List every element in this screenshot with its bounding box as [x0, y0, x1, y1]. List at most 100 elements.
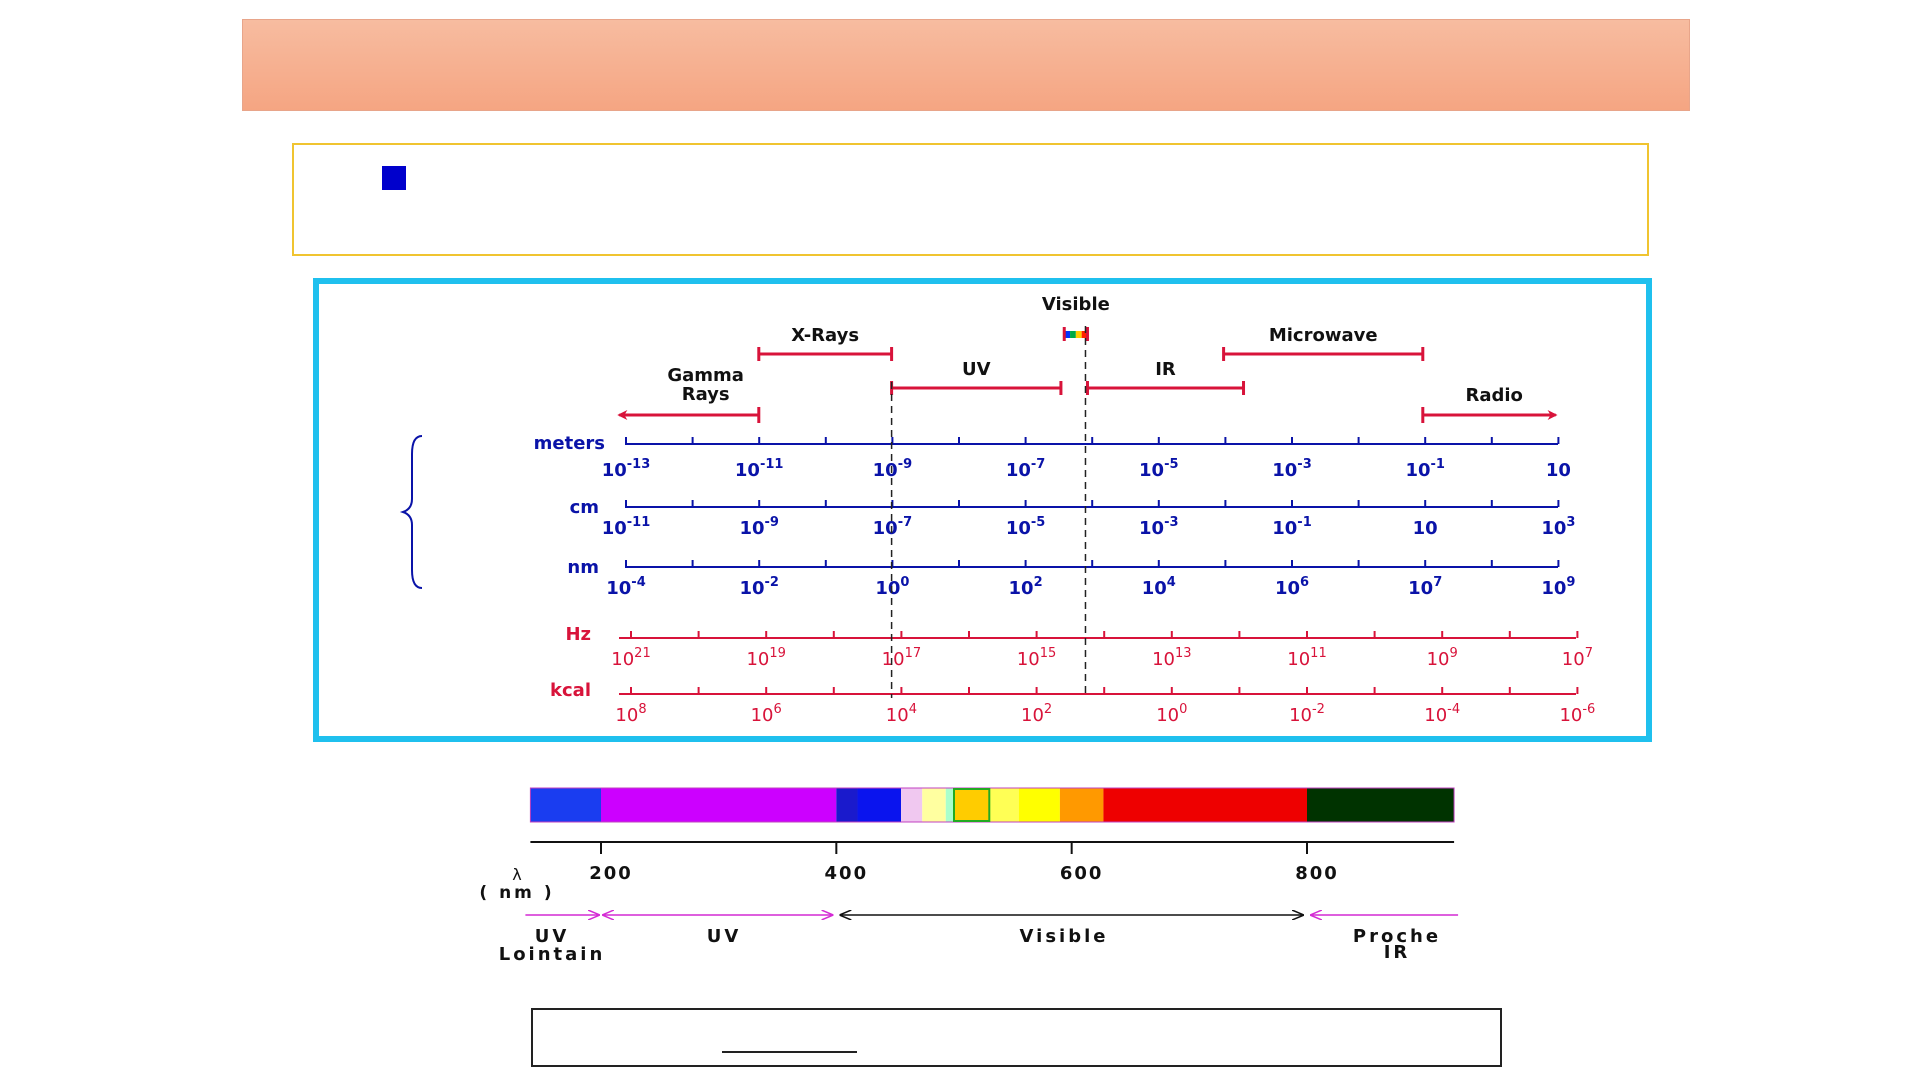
- wavelength-unit-label: ( nm ): [479, 883, 554, 903]
- tick-label: 10-1: [1272, 515, 1312, 539]
- lambda-symbol: λ: [512, 865, 521, 884]
- tick-label: 10-6: [1559, 702, 1595, 726]
- tick-label: 103: [1541, 515, 1575, 539]
- band-ir: IR: [1085, 359, 1246, 395]
- tick-label: 10-5: [1139, 457, 1179, 481]
- band-label-line2: Rays: [682, 384, 730, 405]
- band-label: Radio: [1465, 385, 1522, 406]
- wavelength-tick-label: 600: [1060, 863, 1104, 884]
- axis-kcal: kcal 108 106 104 102 100 10-2 10-4 10-6: [550, 680, 1595, 726]
- tick-label: 107: [1562, 646, 1593, 670]
- tick-label: 1011: [1287, 646, 1326, 670]
- tick-label: 108: [615, 702, 646, 726]
- color-bar-segment: [1307, 788, 1455, 822]
- region-label-line2: Lointain: [499, 944, 606, 965]
- color-bar-segment: [901, 788, 923, 822]
- band-label: Visible: [1042, 294, 1110, 315]
- tick-label: 109: [1541, 575, 1575, 599]
- tick-label: 109: [1427, 646, 1458, 670]
- color-bar-segment: [857, 788, 902, 822]
- band-uv: UV: [890, 359, 1063, 395]
- bullet-text-box: [292, 143, 1649, 256]
- tick-label: 10-4: [606, 575, 646, 599]
- region-label: Proche: [1353, 926, 1441, 947]
- tick-label: 1021: [611, 646, 650, 670]
- color-bar-segment: [601, 788, 837, 822]
- visible-color-segment: [1081, 331, 1088, 338]
- axis-unit-label: meters: [534, 433, 605, 454]
- color-bar-segment: [989, 788, 1019, 822]
- visible-color-segment: [1064, 331, 1071, 338]
- band-label: Gamma: [667, 365, 744, 386]
- tick-label: 10-3: [1139, 515, 1179, 539]
- tick-label: 10-2: [739, 575, 779, 599]
- tick-label: 10-5: [1006, 515, 1046, 539]
- tick-label: 1017: [882, 646, 921, 670]
- tick-label: 100: [875, 575, 909, 599]
- wavelength-tick-label: 400: [825, 863, 869, 884]
- tick-label: 10-1: [1405, 457, 1445, 481]
- band-x-rays: X-Rays: [757, 325, 894, 361]
- tick-label: 10-11: [602, 515, 651, 539]
- region-label: UV: [707, 926, 742, 947]
- tick-label: 10: [1546, 460, 1571, 481]
- tick-label: 100: [1156, 702, 1187, 726]
- band-visible: Visible: [1042, 294, 1110, 341]
- tick-label: 10-7: [873, 515, 913, 539]
- tick-label: 102: [1021, 702, 1052, 726]
- caption-underline: [722, 1051, 857, 1053]
- color-bar-outline: [529, 787, 1455, 823]
- caption-box: [531, 1008, 1502, 1067]
- tick-label: 10: [1413, 518, 1438, 539]
- axis-unit-label: Hz: [565, 624, 591, 645]
- tick-label: 10-7: [1006, 457, 1046, 481]
- title-band: [242, 19, 1690, 111]
- band-label: IR: [1155, 359, 1176, 380]
- region-label: Visible: [1020, 926, 1109, 947]
- spectrum-diagram-frame: [313, 278, 1652, 742]
- region-label: UV: [535, 926, 570, 947]
- tick-label: 10-4: [1424, 702, 1460, 726]
- tick-label: 10-9: [873, 457, 913, 481]
- color-bar-segment: [945, 788, 954, 822]
- tick-label: 10-13: [602, 457, 651, 481]
- tick-label: 104: [886, 702, 917, 726]
- color-bar-segment: [1059, 788, 1104, 822]
- color-bar-segment: [1018, 788, 1060, 822]
- visible-color-segment: [1070, 331, 1076, 338]
- tick-label: 1019: [746, 646, 785, 670]
- axis-unit-label: nm: [567, 557, 599, 578]
- band-label: UV: [962, 359, 991, 380]
- region-label-line2: IR: [1384, 942, 1411, 963]
- tick-label: 107: [1408, 575, 1442, 599]
- axis-nm: nm 10-4 10-2 100 102 104 106 107 109: [567, 557, 1575, 599]
- color-bar-segment: [954, 788, 990, 822]
- tick-label: 10-11: [735, 457, 784, 481]
- band-label: X-Rays: [791, 325, 859, 346]
- tick-label: 104: [1142, 575, 1176, 599]
- color-bar-segment: [836, 788, 858, 822]
- color-bar-segment: [1103, 788, 1307, 822]
- tick-label: 10-9: [739, 515, 779, 539]
- axis-Hz: Hz 1021 1019 1017 1015 1013 1011 109 107: [565, 624, 1593, 670]
- tick-label: 1015: [1017, 646, 1056, 670]
- tick-label: 10-3: [1272, 457, 1312, 481]
- tick-label: 106: [1275, 575, 1309, 599]
- visible-color-segment: [1075, 331, 1082, 338]
- wavelength-axes-brace: [399, 435, 423, 589]
- tick-label: 102: [1009, 575, 1043, 599]
- color-bar-highlight: [953, 788, 991, 822]
- wavelength-tick-label: 200: [589, 863, 633, 884]
- band-label: Microwave: [1269, 325, 1378, 346]
- axis-meters: meters 10-13 10-11 10-9 10-7 10-5 10-3 10-1 10: [534, 433, 1571, 481]
- axis-unit-label: cm: [570, 497, 599, 518]
- axis-unit-label: kcal: [550, 680, 591, 701]
- wavelength-tick-label: 800: [1295, 863, 1339, 884]
- tick-label: 10-2: [1289, 702, 1325, 726]
- band-radio: Radio: [1421, 385, 1558, 423]
- color-bar-segment: [922, 788, 946, 822]
